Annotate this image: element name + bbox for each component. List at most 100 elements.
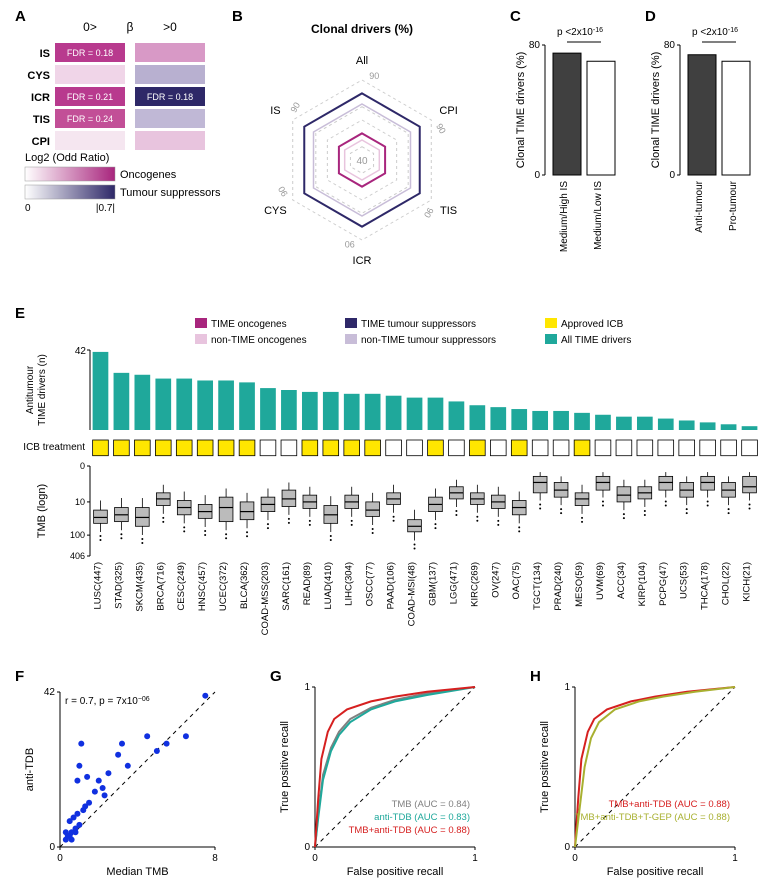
svg-text:Medium/High IS: Medium/High IS bbox=[559, 181, 570, 252]
svg-text:KIRC(269): KIRC(269) bbox=[469, 562, 480, 607]
svg-text:PRAD(240): PRAD(240) bbox=[553, 562, 564, 611]
svg-text:anti-TDB (AUC = 0.83): anti-TDB (AUC = 0.83) bbox=[374, 812, 470, 823]
svg-text:OV(247): OV(247) bbox=[490, 562, 501, 598]
svg-text:10: 10 bbox=[75, 497, 85, 507]
svg-text:True positive recall: True positive recall bbox=[539, 721, 551, 813]
svg-text:ACC(34): ACC(34) bbox=[616, 562, 627, 599]
svg-text:90: 90 bbox=[276, 185, 290, 199]
svg-text:False positive recall: False positive recall bbox=[607, 866, 704, 878]
svg-text:Log2 (Odd Ratio): Log2 (Odd Ratio) bbox=[25, 152, 109, 164]
svg-text:CPI: CPI bbox=[439, 105, 457, 117]
svg-text:TIME oncogenes: TIME oncogenes bbox=[211, 319, 287, 330]
svg-text:0: 0 bbox=[572, 853, 578, 864]
svg-text:PCPG(47): PCPG(47) bbox=[658, 562, 669, 606]
svg-text:90: 90 bbox=[422, 206, 436, 220]
svg-text:CHOL(22): CHOL(22) bbox=[721, 562, 732, 605]
svg-text:0: 0 bbox=[57, 853, 63, 864]
svg-text:UCS(53): UCS(53) bbox=[679, 562, 690, 599]
svg-text:KICH(21): KICH(21) bbox=[742, 562, 753, 602]
svg-text:OSCC(77): OSCC(77) bbox=[365, 562, 376, 606]
svg-text:COAD-MSS(203): COAD-MSS(203) bbox=[260, 562, 271, 635]
svg-text:90: 90 bbox=[345, 239, 355, 249]
svg-text:READ(89): READ(89) bbox=[302, 562, 313, 605]
panel-f: 04208Median TMBanti-TDBr = 0.7, p = 7x10… bbox=[15, 672, 235, 882]
svg-text:ICB treatment: ICB treatment bbox=[23, 442, 85, 453]
svg-text:0: 0 bbox=[304, 842, 310, 853]
svg-text:FDR = 0.24: FDR = 0.24 bbox=[67, 114, 113, 124]
svg-text:True positive recall: True positive recall bbox=[279, 721, 291, 813]
svg-text:|0.7|: |0.7| bbox=[96, 203, 115, 214]
panel-c: Clonal TIME drivers (%)080Medium/High IS… bbox=[510, 15, 640, 285]
svg-text:406: 406 bbox=[70, 551, 85, 561]
svg-text:1: 1 bbox=[304, 682, 310, 693]
svg-text:KIRP(104): KIRP(104) bbox=[637, 562, 648, 606]
svg-text:SKCM(435): SKCM(435) bbox=[134, 562, 145, 612]
svg-text:90: 90 bbox=[369, 71, 379, 81]
svg-text:Tumour suppressors: Tumour suppressors bbox=[120, 187, 221, 199]
svg-text:Clonal TIME drivers (%): Clonal TIME drivers (%) bbox=[650, 52, 662, 169]
svg-text:CYS: CYS bbox=[27, 70, 50, 82]
svg-text:90: 90 bbox=[288, 101, 302, 115]
svg-text:0: 0 bbox=[534, 170, 540, 181]
svg-text:STAD(325): STAD(325) bbox=[113, 562, 124, 609]
svg-text:TMB (AUC = 0.84): TMB (AUC = 0.84) bbox=[392, 799, 470, 810]
svg-text:TMB+anti-TDB (AUC = 0.88): TMB+anti-TDB (AUC = 0.88) bbox=[349, 825, 470, 836]
svg-text:IS: IS bbox=[270, 105, 280, 117]
svg-text:TMB+anti-TDB (AUC = 0.88): TMB+anti-TDB (AUC = 0.88) bbox=[609, 799, 730, 810]
svg-text:FDR = 0.18: FDR = 0.18 bbox=[147, 92, 193, 102]
svg-text:GBM(137): GBM(137) bbox=[427, 562, 438, 606]
svg-text:0: 0 bbox=[80, 461, 85, 471]
svg-text:Anti-tumour: Anti-tumour bbox=[694, 180, 705, 232]
svg-text:42: 42 bbox=[44, 687, 56, 698]
svg-text:1: 1 bbox=[732, 853, 738, 864]
svg-text:Pro-tumour: Pro-tumour bbox=[728, 180, 739, 231]
svg-text:CYS: CYS bbox=[264, 205, 287, 217]
svg-text:LUAD(410): LUAD(410) bbox=[323, 562, 334, 610]
svg-text:Clonal TIME drivers (%): Clonal TIME drivers (%) bbox=[515, 52, 527, 169]
svg-text:TIS: TIS bbox=[33, 114, 50, 126]
svg-text:p <2x10-16: p <2x10-16 bbox=[557, 27, 603, 39]
svg-text:MESO(59): MESO(59) bbox=[574, 562, 585, 607]
panel-h: 0 1 0 1 False positive recall True positive r… bbox=[530, 672, 760, 882]
svg-text:0: 0 bbox=[312, 853, 318, 864]
panel-d: Clonal TIME drivers (%) 0 80 Anti-tumour Pro… bbox=[645, 15, 775, 285]
svg-text:100: 100 bbox=[70, 530, 85, 540]
panel-g: 0101False positive recallTrue positive r… bbox=[270, 672, 500, 882]
svg-text:OAC(75): OAC(75) bbox=[511, 562, 522, 599]
svg-text:Antitumour: Antitumour bbox=[25, 365, 36, 414]
svg-text:TIS: TIS bbox=[440, 205, 457, 217]
svg-text:β: β bbox=[127, 20, 134, 34]
svg-text:ICR: ICR bbox=[353, 255, 372, 267]
svg-text:non-TIME oncogenes: non-TIME oncogenes bbox=[211, 335, 307, 346]
svg-text:IS: IS bbox=[40, 48, 50, 60]
svg-text:TMB+anti-TDB+T-GEP (AUC = 0.88: TMB+anti-TDB+T-GEP (AUC = 0.88) bbox=[575, 812, 730, 823]
svg-text:TIME drivers (n): TIME drivers (n) bbox=[37, 354, 48, 426]
svg-text:80: 80 bbox=[664, 40, 676, 51]
svg-text:Approved ICB: Approved ICB bbox=[561, 319, 624, 330]
svg-text:CPI: CPI bbox=[32, 136, 50, 148]
svg-text:90: 90 bbox=[434, 122, 448, 136]
svg-text:UVM(69): UVM(69) bbox=[595, 562, 606, 600]
panel-b: Clonal drivers (%)All90CPI90TIS90ICR90CY… bbox=[232, 15, 492, 285]
svg-text:0>: 0> bbox=[83, 20, 97, 34]
svg-text:UCEC(372): UCEC(372) bbox=[218, 562, 229, 611]
panel-e: TIME oncogenes TIME tumour suppressors App… bbox=[15, 310, 775, 670]
svg-text:FDR = 0.18: FDR = 0.18 bbox=[67, 48, 113, 58]
svg-text:BRCA(716): BRCA(716) bbox=[155, 562, 166, 611]
svg-text:TIME tumour suppressors: TIME tumour suppressors bbox=[361, 319, 476, 330]
svg-text:42: 42 bbox=[75, 346, 87, 357]
svg-text:FDR = 0.21: FDR = 0.21 bbox=[67, 92, 113, 102]
svg-text:HNSC(457): HNSC(457) bbox=[197, 562, 208, 611]
svg-text:ICR: ICR bbox=[31, 92, 50, 104]
svg-text:CESC(249): CESC(249) bbox=[176, 562, 187, 611]
svg-text:1: 1 bbox=[564, 682, 570, 693]
svg-text:LGG(471): LGG(471) bbox=[448, 562, 459, 604]
svg-text:40: 40 bbox=[356, 156, 368, 167]
svg-text:PAAD(106): PAAD(106) bbox=[386, 562, 397, 609]
svg-text:False positive recall: False positive recall bbox=[347, 866, 444, 878]
svg-text:BLCA(362): BLCA(362) bbox=[239, 562, 250, 609]
svg-text:TMB (logn): TMB (logn) bbox=[36, 484, 48, 538]
svg-text:0: 0 bbox=[564, 842, 570, 853]
svg-text:THCA(178): THCA(178) bbox=[700, 562, 711, 610]
svg-text:0: 0 bbox=[669, 170, 675, 181]
